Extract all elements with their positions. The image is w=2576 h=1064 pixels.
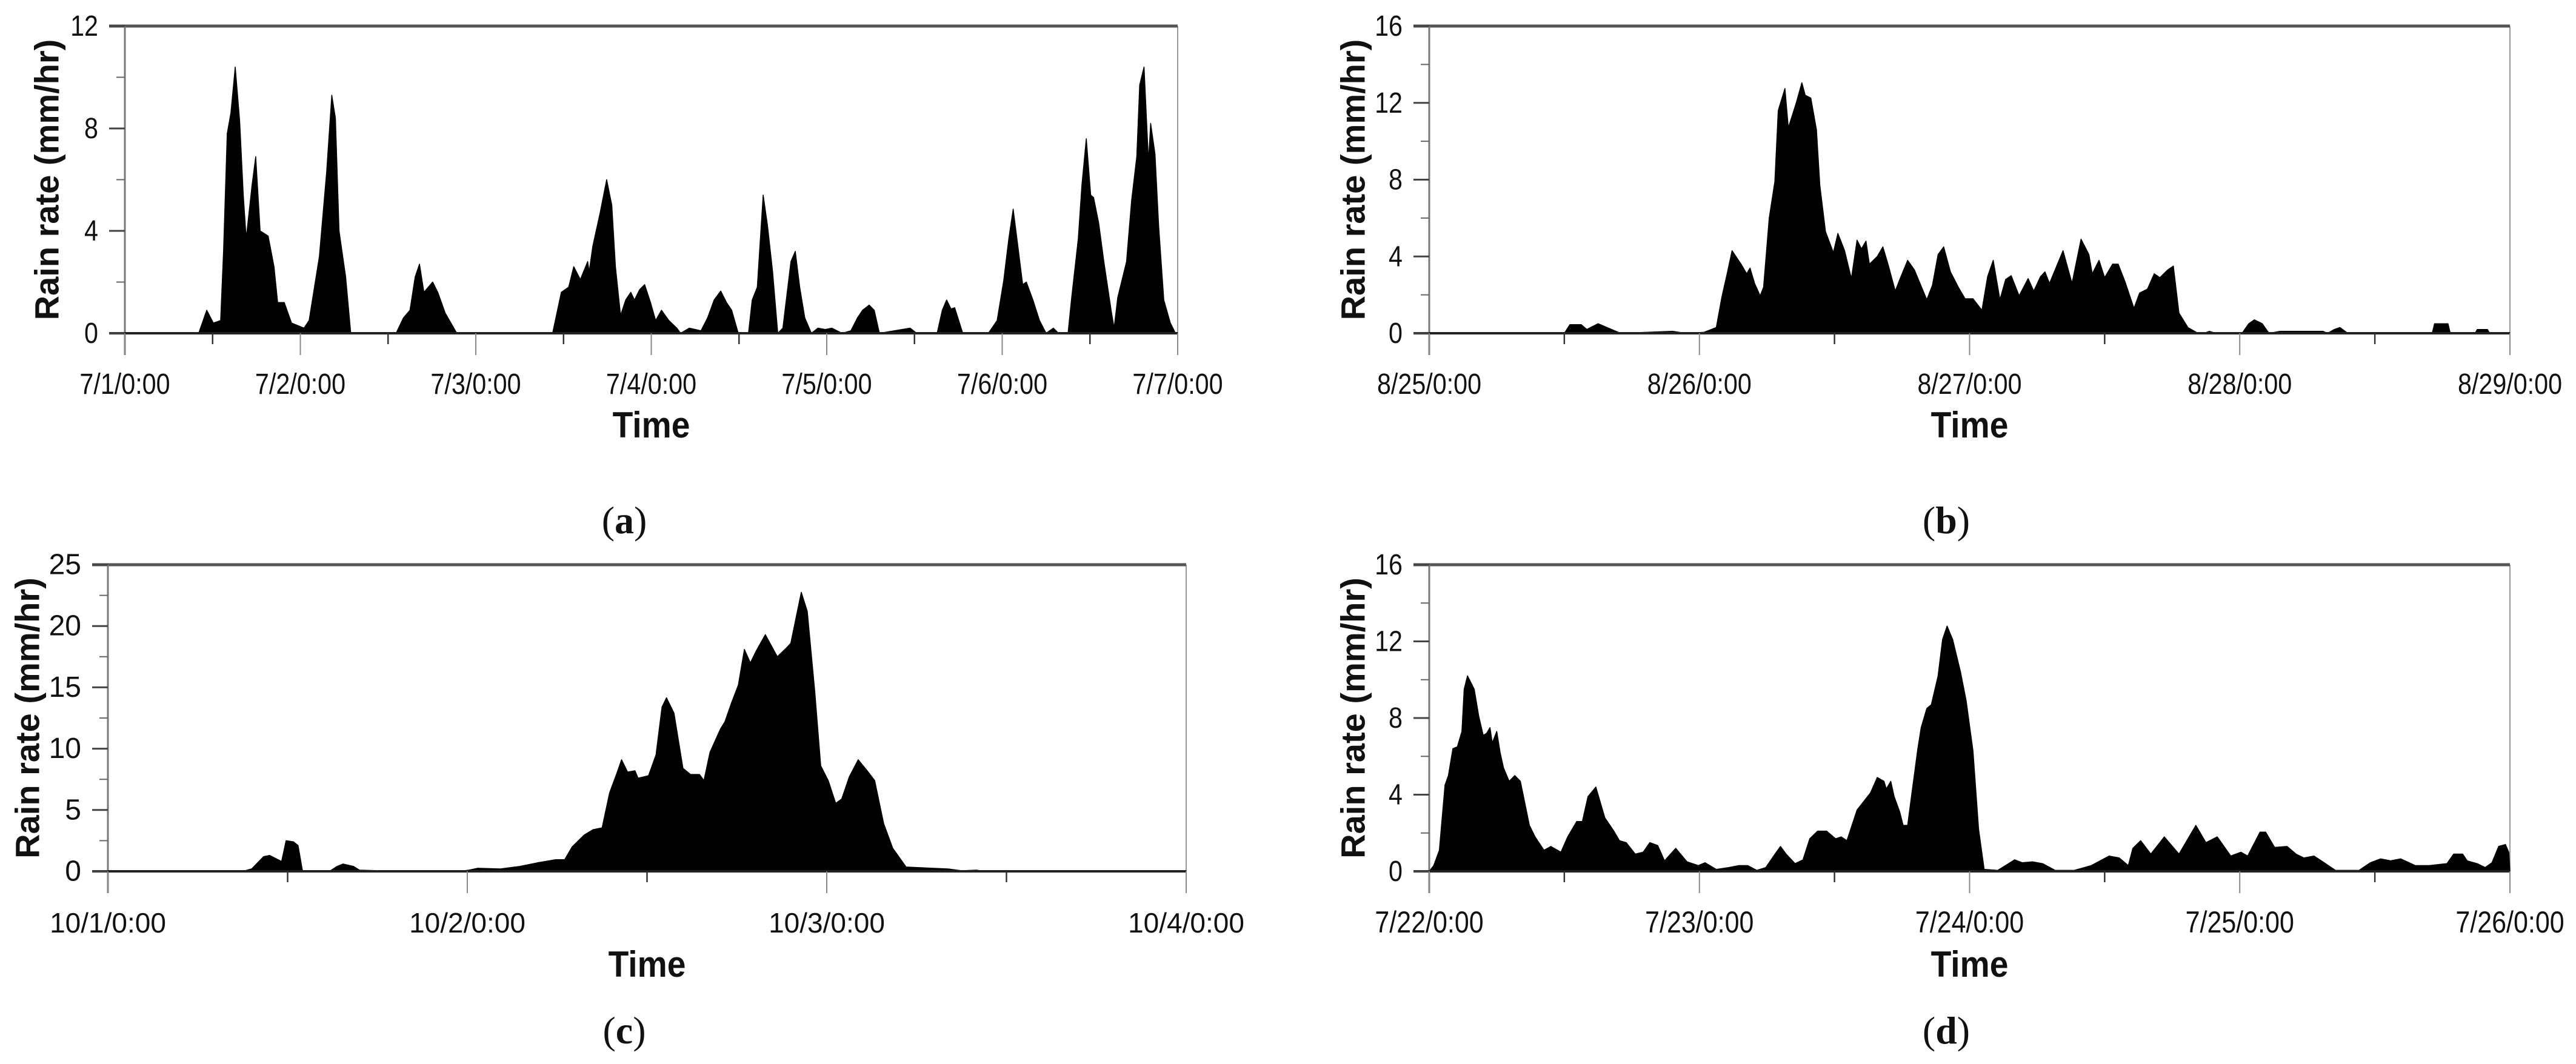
panel-caption: (d)	[1923, 1009, 1970, 1052]
x-tick-label: 7/5/0:00	[781, 368, 872, 401]
y-tick-label: 0	[65, 856, 81, 888]
y-tick-label: 0	[84, 317, 98, 350]
x-tick-label: 10/1/0:00	[50, 907, 166, 939]
x-axis-title: Time	[613, 405, 690, 446]
caption-paren: )	[634, 499, 647, 542]
x-tick-label: 7/3/0:00	[430, 368, 521, 401]
caption-letter: c	[616, 1009, 633, 1052]
rain-rate-area	[1429, 82, 2511, 334]
y-tick-label: 15	[49, 671, 81, 703]
x-tick-label: 7/26/0:00	[2455, 905, 2564, 939]
caption-paren: )	[1957, 499, 1970, 542]
x-tick-label: 10/2/0:00	[409, 907, 526, 939]
x-tick-label: 7/4/0:00	[606, 368, 696, 401]
x-axis-title: Time	[609, 945, 686, 985]
y-tick-label: 25	[49, 549, 81, 581]
x-tick-label: 10/3/0:00	[769, 907, 885, 939]
caption-paren: (	[602, 1009, 615, 1052]
caption-letter: d	[1935, 1009, 1957, 1052]
panel-b: 0 4 8 12 16 8/25/0:00 8/26/0:00 8/27/0:00 8/28/0…	[1334, 10, 2563, 542]
caption-paren: (	[602, 499, 615, 542]
y-tick-label: 8	[84, 112, 98, 145]
x-tick-label: 7/6/0:00	[957, 368, 1047, 401]
x-tick-label: 8/28/0:00	[2187, 368, 2292, 401]
y-axis-title: Rain rate (mm/hr)	[1334, 577, 1372, 859]
x-axis-title: Time	[1931, 405, 2009, 446]
caption-letter: a	[615, 499, 634, 542]
y-axis-title: Rain rate (mm/hr)	[1334, 39, 1372, 321]
rain-rate-area	[107, 591, 1187, 872]
y-tick-label: 5	[65, 794, 81, 826]
x-tick-label: 8/26/0:00	[1647, 368, 1752, 401]
y-tick-label: 12	[70, 10, 98, 42]
caption-paren: )	[633, 1009, 646, 1052]
y-tick-label: 4	[1389, 240, 1403, 273]
panel-caption: (b)	[1923, 499, 1970, 542]
panel-caption: (a)	[602, 499, 647, 542]
x-tick-label: 7/7/0:00	[1132, 368, 1223, 401]
y-tick-label: 4	[84, 214, 98, 247]
caption-paren: (	[1923, 1009, 1935, 1052]
x-axis-title: Time	[1931, 945, 2009, 985]
y-tick-label: 12	[1375, 625, 1403, 658]
y-tick-label: 0	[1389, 855, 1403, 888]
x-tick-label: 7/2/0:00	[255, 368, 345, 401]
x-tick-label: 7/25/0:00	[2186, 905, 2294, 939]
y-tick-label: 0	[1389, 317, 1403, 350]
y-tick-label: 16	[1375, 10, 1403, 42]
y-tick-label: 8	[1389, 164, 1403, 196]
rain-rate-area	[124, 66, 1178, 334]
y-tick-label: 8	[1389, 702, 1403, 734]
caption-paren: )	[1957, 1009, 1970, 1052]
y-axis-title: Rain rate (mm/hr)	[8, 577, 47, 859]
y-axis-title: Rain rate (mm/hr)	[28, 39, 66, 321]
x-tick-label: 8/25/0:00	[1377, 368, 1481, 401]
x-tick-label: 7/23/0:00	[1645, 905, 1753, 939]
y-tick-label: 4	[1389, 779, 1403, 811]
y-tick-label: 20	[49, 610, 81, 642]
x-tick-label: 10/4/0:00	[1128, 907, 1244, 939]
panel-a: 0 4 8 12 7/1/0:00 7/2/0:00 7/3/0:00 7/4/0:00 7/5…	[28, 10, 1223, 542]
y-tick-label: 12	[1375, 87, 1403, 119]
panel-d: 0 4 8 12 16 7/22/0:00 7/23/0:00 7/24/0:00 7/25/0…	[1334, 548, 2564, 1052]
x-tick-label: 8/27/0:00	[1917, 368, 2021, 401]
x-tick-label: 8/29/0:00	[2458, 368, 2562, 401]
y-tick-label: 10	[49, 733, 81, 765]
rain-rate-area	[1429, 625, 2511, 872]
caption-letter: b	[1935, 499, 1957, 542]
panel-caption: (c)	[602, 1009, 646, 1052]
y-tick-label: 16	[1375, 548, 1403, 581]
x-tick-label: 7/22/0:00	[1375, 905, 1483, 939]
x-tick-label: 7/1/0:00	[79, 368, 170, 401]
caption-paren: (	[1923, 499, 1935, 542]
panel-c: 0 5 10 15 20 25 10/1/0:00 10/2/0:00 10/3/0:00 10/…	[8, 549, 1244, 1052]
x-tick-label: 7/24/0:00	[1915, 905, 2024, 939]
